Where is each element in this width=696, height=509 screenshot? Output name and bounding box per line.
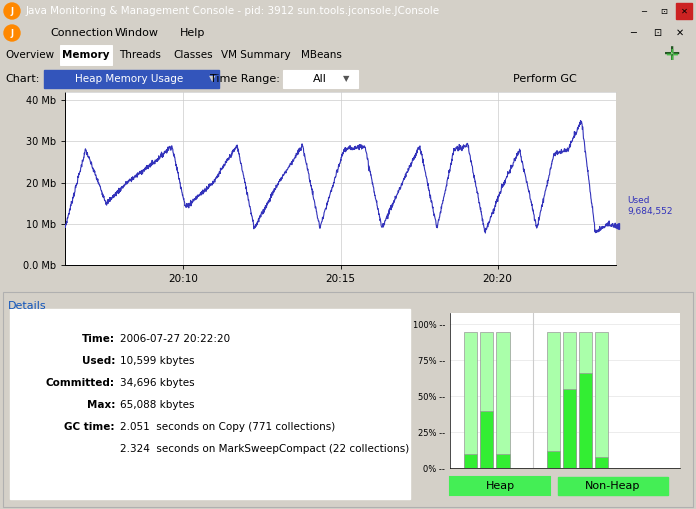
- Bar: [480, 411, 493, 468]
- Text: Heap: Heap: [485, 481, 514, 491]
- Text: Committed:: Committed:: [46, 378, 115, 388]
- Bar: [563, 332, 576, 468]
- Bar: [114, 45, 166, 65]
- Bar: [168, 45, 218, 65]
- Bar: [480, 332, 493, 468]
- Circle shape: [4, 3, 20, 19]
- Text: 65,088 kbytes: 65,088 kbytes: [120, 400, 194, 410]
- Bar: [294, 45, 348, 65]
- Bar: [595, 332, 608, 468]
- Bar: [579, 373, 592, 468]
- Bar: [464, 454, 477, 468]
- Bar: [283, 70, 358, 88]
- Bar: [450, 477, 550, 495]
- Text: ─: ─: [642, 7, 647, 15]
- Bar: [546, 332, 560, 468]
- Text: All: All: [313, 74, 327, 84]
- Text: Window: Window: [115, 28, 159, 38]
- Bar: [500, 69, 590, 89]
- Text: Chart:: Chart:: [6, 74, 40, 84]
- Text: ✛: ✛: [665, 47, 679, 63]
- Text: Heap Memory Usage: Heap Memory Usage: [75, 74, 183, 84]
- Text: ⊡: ⊡: [653, 28, 661, 38]
- Text: Time Range:: Time Range:: [210, 74, 280, 84]
- Text: ▼: ▼: [209, 74, 216, 83]
- Text: Connection: Connection: [50, 28, 113, 38]
- Bar: [546, 451, 560, 468]
- Bar: [676, 3, 692, 19]
- Text: Java Monitoring & Management Console - pid: 3912 sun.tools.jconsole.JConsole: Java Monitoring & Management Console - p…: [26, 6, 440, 16]
- Text: Memory: Memory: [62, 50, 110, 60]
- Bar: [44, 70, 219, 88]
- Bar: [60, 45, 112, 65]
- Text: Classes: Classes: [173, 50, 213, 60]
- Text: ⊡: ⊡: [661, 7, 667, 15]
- Text: VM Summary: VM Summary: [221, 50, 291, 60]
- Text: ─: ─: [630, 28, 636, 38]
- Text: J: J: [10, 29, 13, 38]
- Text: Used:: Used:: [81, 356, 115, 366]
- Bar: [595, 457, 608, 468]
- Bar: [2, 45, 58, 65]
- Text: Time:: Time:: [82, 334, 115, 344]
- Bar: [10, 309, 410, 499]
- Bar: [636, 3, 652, 19]
- Text: 34,696 kbytes: 34,696 kbytes: [120, 378, 195, 388]
- Text: Overview: Overview: [6, 50, 54, 60]
- Text: Max:: Max:: [86, 400, 115, 410]
- Text: Perform GC: Perform GC: [513, 74, 577, 84]
- Bar: [496, 332, 509, 468]
- Text: 10,599 kbytes: 10,599 kbytes: [120, 356, 194, 366]
- Bar: [464, 332, 477, 468]
- Text: ✛: ✛: [664, 45, 680, 65]
- Text: 2.324  seconds on MarkSweepCompact (22 collections): 2.324 seconds on MarkSweepCompact (22 co…: [120, 444, 409, 454]
- Bar: [496, 454, 509, 468]
- Bar: [656, 3, 672, 19]
- Text: ✕: ✕: [681, 7, 688, 15]
- Text: MBeans: MBeans: [301, 50, 342, 60]
- Text: Used
9,684,552: Used 9,684,552: [627, 196, 672, 215]
- Text: GC time:: GC time:: [65, 422, 115, 432]
- Text: Details: Details: [8, 301, 47, 311]
- Text: Non-Heap: Non-Heap: [585, 481, 641, 491]
- Bar: [563, 389, 576, 468]
- Bar: [558, 477, 668, 495]
- Bar: [579, 332, 592, 468]
- Text: 2006-07-27 20:22:20: 2006-07-27 20:22:20: [120, 334, 230, 344]
- Text: Help: Help: [180, 28, 205, 38]
- Text: Threads: Threads: [119, 50, 161, 60]
- Circle shape: [4, 25, 20, 41]
- Text: ▼: ▼: [343, 74, 349, 83]
- Text: ✕: ✕: [676, 28, 684, 38]
- Text: 2.051  seconds on Copy (771 collections): 2.051 seconds on Copy (771 collections): [120, 422, 335, 432]
- Text: J: J: [10, 7, 13, 15]
- Bar: [220, 45, 292, 65]
